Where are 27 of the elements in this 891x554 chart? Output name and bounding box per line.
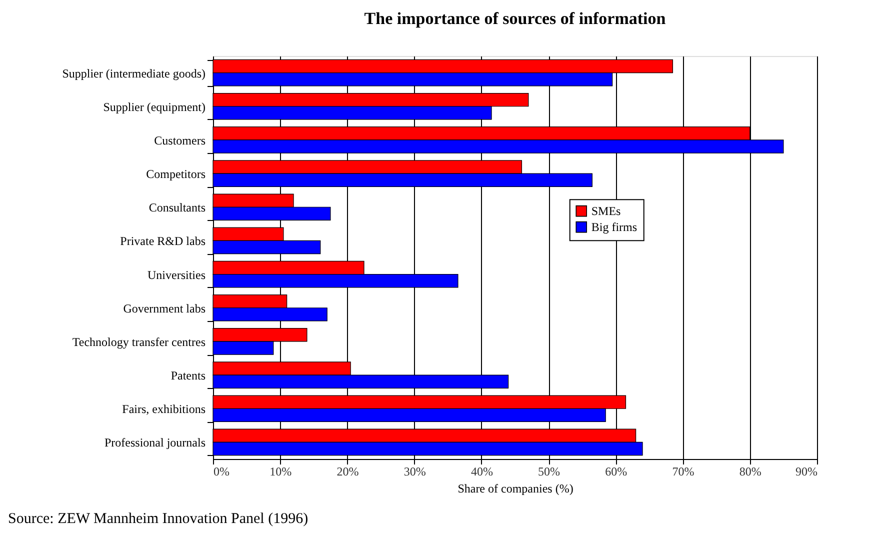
y-tick-label: Government labs [123,301,206,316]
y-tick-label: Technology transfer centres [72,334,206,349]
x-tick-label: 0% [214,464,230,478]
x-tick-label: 60% [605,464,628,478]
chart-title: The importance of sources of information [364,9,666,28]
y-tick-label: Competitors [146,167,206,182]
y-tick-label: Universities [148,268,206,282]
legend-label: SMEs [591,204,622,218]
y-tick-label: Consultants [148,200,206,215]
y-tick-label: Private R&D labs [120,234,206,248]
x-tick-label: 70% [672,464,694,478]
y-tick-label: Supplier (equipment) [103,100,206,114]
x-tick-label: 30% [404,464,426,478]
x-tick-label: 20% [336,464,359,478]
legend-label: Big firms [591,220,638,234]
x-tick-label: 40% [470,464,493,478]
x-tick-label: 50% [538,464,560,478]
y-tick-label: Patents [170,368,206,383]
y-tick-label: Fairs, exhibitions [122,402,206,416]
source-note: Source: ZEW Mannheim Innovation Panel (1996) [8,511,308,527]
x-tick-label: 10% [270,464,292,478]
x-tick-label: 90% [796,464,818,478]
x-axis-title: Share of companies (%) [458,482,574,496]
y-tick-label: Supplier (intermediate goods) [62,66,206,80]
x-tick-label: 80% [739,464,762,478]
y-tick-label: Customers [154,133,206,148]
y-tick-label: Professional journals [104,436,206,450]
